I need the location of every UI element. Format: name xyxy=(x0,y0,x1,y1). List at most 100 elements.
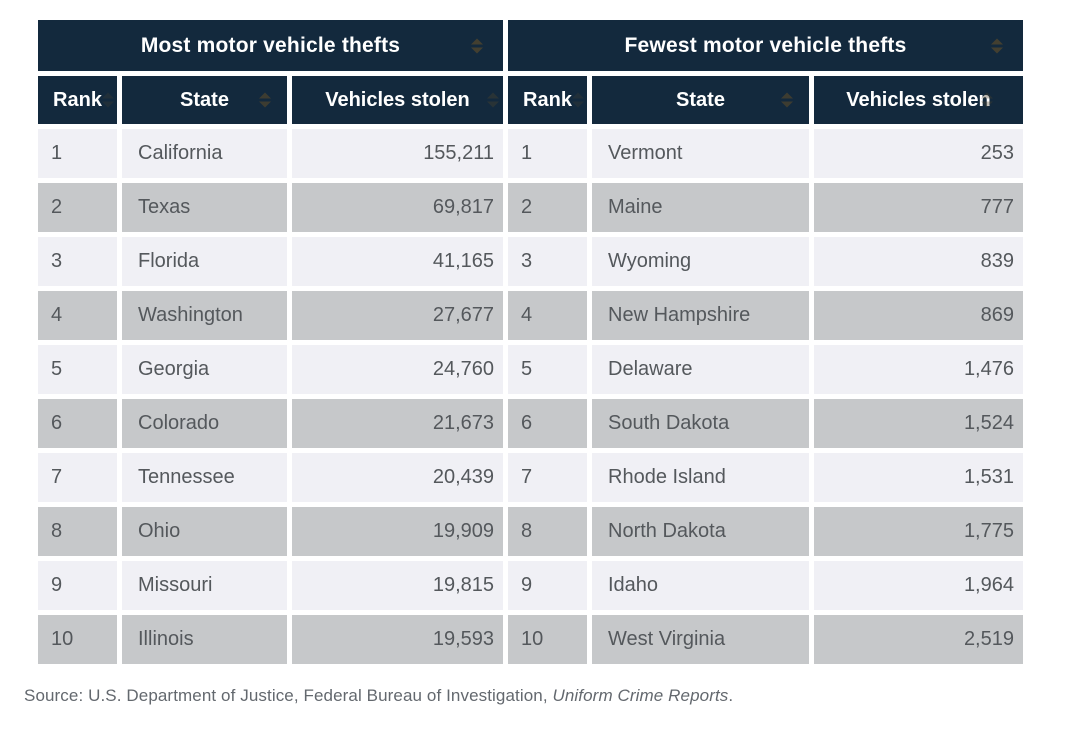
source-note: Source: U.S. Department of Justice, Fede… xyxy=(24,686,1080,706)
sort-icon[interactable] xyxy=(981,92,993,108)
page: Most motor vehicle thefts Fewest motor v… xyxy=(24,15,1080,706)
state-cell: Idaho xyxy=(592,561,809,610)
sort-icon[interactable] xyxy=(572,92,584,108)
rank-cell: 8 xyxy=(508,507,587,556)
state-cell: California xyxy=(122,129,287,178)
most-thefts-title-label: Most motor vehicle thefts xyxy=(140,33,401,57)
table-row: 10 Illinois 19,593 10 West Virginia 2,519 xyxy=(38,615,1023,664)
title-row: Most motor vehicle thefts Fewest motor v… xyxy=(38,20,1023,71)
rank-cell: 2 xyxy=(508,183,587,232)
most-thefts-title-header[interactable]: Most motor vehicle thefts xyxy=(38,20,503,71)
vehicles-stolen-cell: 21,673 xyxy=(292,399,503,448)
rank-cell: 1 xyxy=(508,129,587,178)
table-row: 4 Washington 27,677 4 New Hampshire 869 xyxy=(38,291,1023,340)
vehicles-stolen-cell: 19,593 xyxy=(292,615,503,664)
column-header-label: State xyxy=(180,88,229,111)
vehicles-stolen-cell: 839 xyxy=(814,237,1023,286)
sort-icon[interactable] xyxy=(259,92,271,108)
state-cell: Florida xyxy=(122,237,287,286)
state-cell: South Dakota xyxy=(592,399,809,448)
motor-vehicle-thefts-table: Most motor vehicle thefts Fewest motor v… xyxy=(33,15,1028,669)
table-row: 8 Ohio 19,909 8 North Dakota 1,775 xyxy=(38,507,1023,556)
table-row: 9 Missouri 19,815 9 Idaho 1,964 xyxy=(38,561,1023,610)
vehicles-stolen-cell: 1,476 xyxy=(814,345,1023,394)
column-header-row: Rank State Vehicles stolen Rank xyxy=(38,76,1023,124)
rank-cell: 5 xyxy=(508,345,587,394)
most-vehicles-stolen-column-header[interactable]: Vehicles stolen xyxy=(292,76,503,124)
vehicles-stolen-cell: 1,775 xyxy=(814,507,1023,556)
column-header-label: Rank xyxy=(53,88,102,111)
state-cell: Illinois xyxy=(122,615,287,664)
state-cell: West Virginia xyxy=(592,615,809,664)
rank-cell: 10 xyxy=(38,615,117,664)
fewest-vehicles-stolen-column-header[interactable]: Vehicles stolen xyxy=(814,76,1023,124)
rank-cell: 6 xyxy=(38,399,117,448)
vehicles-stolen-cell: 27,677 xyxy=(292,291,503,340)
rank-cell: 3 xyxy=(508,237,587,286)
rank-cell: 6 xyxy=(508,399,587,448)
source-publication-title: Uniform Crime Reports xyxy=(552,686,729,705)
rank-cell: 9 xyxy=(508,561,587,610)
vehicles-stolen-cell: 253 xyxy=(814,129,1023,178)
column-header-label: Vehicles stolen xyxy=(846,88,991,111)
column-header-label: Rank xyxy=(523,88,572,111)
state-cell: Vermont xyxy=(592,129,809,178)
rank-cell: 7 xyxy=(38,453,117,502)
table-body: 1 California 155,211 1 Vermont 253 2 Texas 69,81… xyxy=(38,129,1023,664)
vehicles-stolen-cell: 20,439 xyxy=(292,453,503,502)
vehicles-stolen-cell: 869 xyxy=(814,291,1023,340)
vehicles-stolen-cell: 41,165 xyxy=(292,237,503,286)
sort-icon[interactable] xyxy=(487,92,499,108)
column-header-label: Vehicles stolen xyxy=(325,88,470,111)
vehicles-stolen-cell: 155,211 xyxy=(292,129,503,178)
vehicles-stolen-cell: 19,909 xyxy=(292,507,503,556)
fewest-thefts-title-header[interactable]: Fewest motor vehicle thefts xyxy=(508,20,1023,71)
rank-cell: 8 xyxy=(38,507,117,556)
rank-cell: 7 xyxy=(508,453,587,502)
state-cell: Delaware xyxy=(592,345,809,394)
rank-cell: 4 xyxy=(38,291,117,340)
rank-cell: 9 xyxy=(38,561,117,610)
vehicles-stolen-cell: 1,524 xyxy=(814,399,1023,448)
table-row: 6 Colorado 21,673 6 South Dakota 1,524 xyxy=(38,399,1023,448)
vehicles-stolen-cell: 1,531 xyxy=(814,453,1023,502)
table-row: 1 California 155,211 1 Vermont 253 xyxy=(38,129,1023,178)
state-cell: Ohio xyxy=(122,507,287,556)
sort-icon[interactable] xyxy=(991,38,1003,53)
rank-cell: 10 xyxy=(508,615,587,664)
source-text: Source: U.S. Department of Justice, Fede… xyxy=(24,686,553,705)
state-cell: North Dakota xyxy=(592,507,809,556)
state-cell: Colorado xyxy=(122,399,287,448)
table-row: 2 Texas 69,817 2 Maine 777 xyxy=(38,183,1023,232)
fewest-thefts-title-label: Fewest motor vehicle thefts xyxy=(624,33,907,57)
table-row: 3 Florida 41,165 3 Wyoming 839 xyxy=(38,237,1023,286)
fewest-rank-column-header[interactable]: Rank xyxy=(508,76,587,124)
state-cell: Washington xyxy=(122,291,287,340)
state-cell: Maine xyxy=(592,183,809,232)
table-row: 7 Tennessee 20,439 7 Rhode Island 1,531 xyxy=(38,453,1023,502)
vehicles-stolen-cell: 777 xyxy=(814,183,1023,232)
rank-cell: 2 xyxy=(38,183,117,232)
state-cell: Texas xyxy=(122,183,287,232)
vehicles-stolen-cell: 69,817 xyxy=(292,183,503,232)
most-rank-column-header[interactable]: Rank xyxy=(38,76,117,124)
state-cell: Missouri xyxy=(122,561,287,610)
state-cell: Tennessee xyxy=(122,453,287,502)
sort-icon[interactable] xyxy=(471,38,483,53)
rank-cell: 5 xyxy=(38,345,117,394)
fewest-state-column-header[interactable]: State xyxy=(592,76,809,124)
vehicles-stolen-cell: 2,519 xyxy=(814,615,1023,664)
sort-icon[interactable] xyxy=(781,92,793,108)
column-header-label: State xyxy=(676,88,725,111)
rank-cell: 4 xyxy=(508,291,587,340)
source-period: . xyxy=(728,686,734,705)
rank-cell: 3 xyxy=(38,237,117,286)
state-cell: Wyoming xyxy=(592,237,809,286)
state-cell: Rhode Island xyxy=(592,453,809,502)
vehicles-stolen-cell: 24,760 xyxy=(292,345,503,394)
vehicles-stolen-cell: 19,815 xyxy=(292,561,503,610)
sort-icon[interactable] xyxy=(102,92,114,108)
most-state-column-header[interactable]: State xyxy=(122,76,287,124)
state-cell: New Hampshire xyxy=(592,291,809,340)
thefts-tables-container: Most motor vehicle thefts Fewest motor v… xyxy=(33,15,1028,669)
